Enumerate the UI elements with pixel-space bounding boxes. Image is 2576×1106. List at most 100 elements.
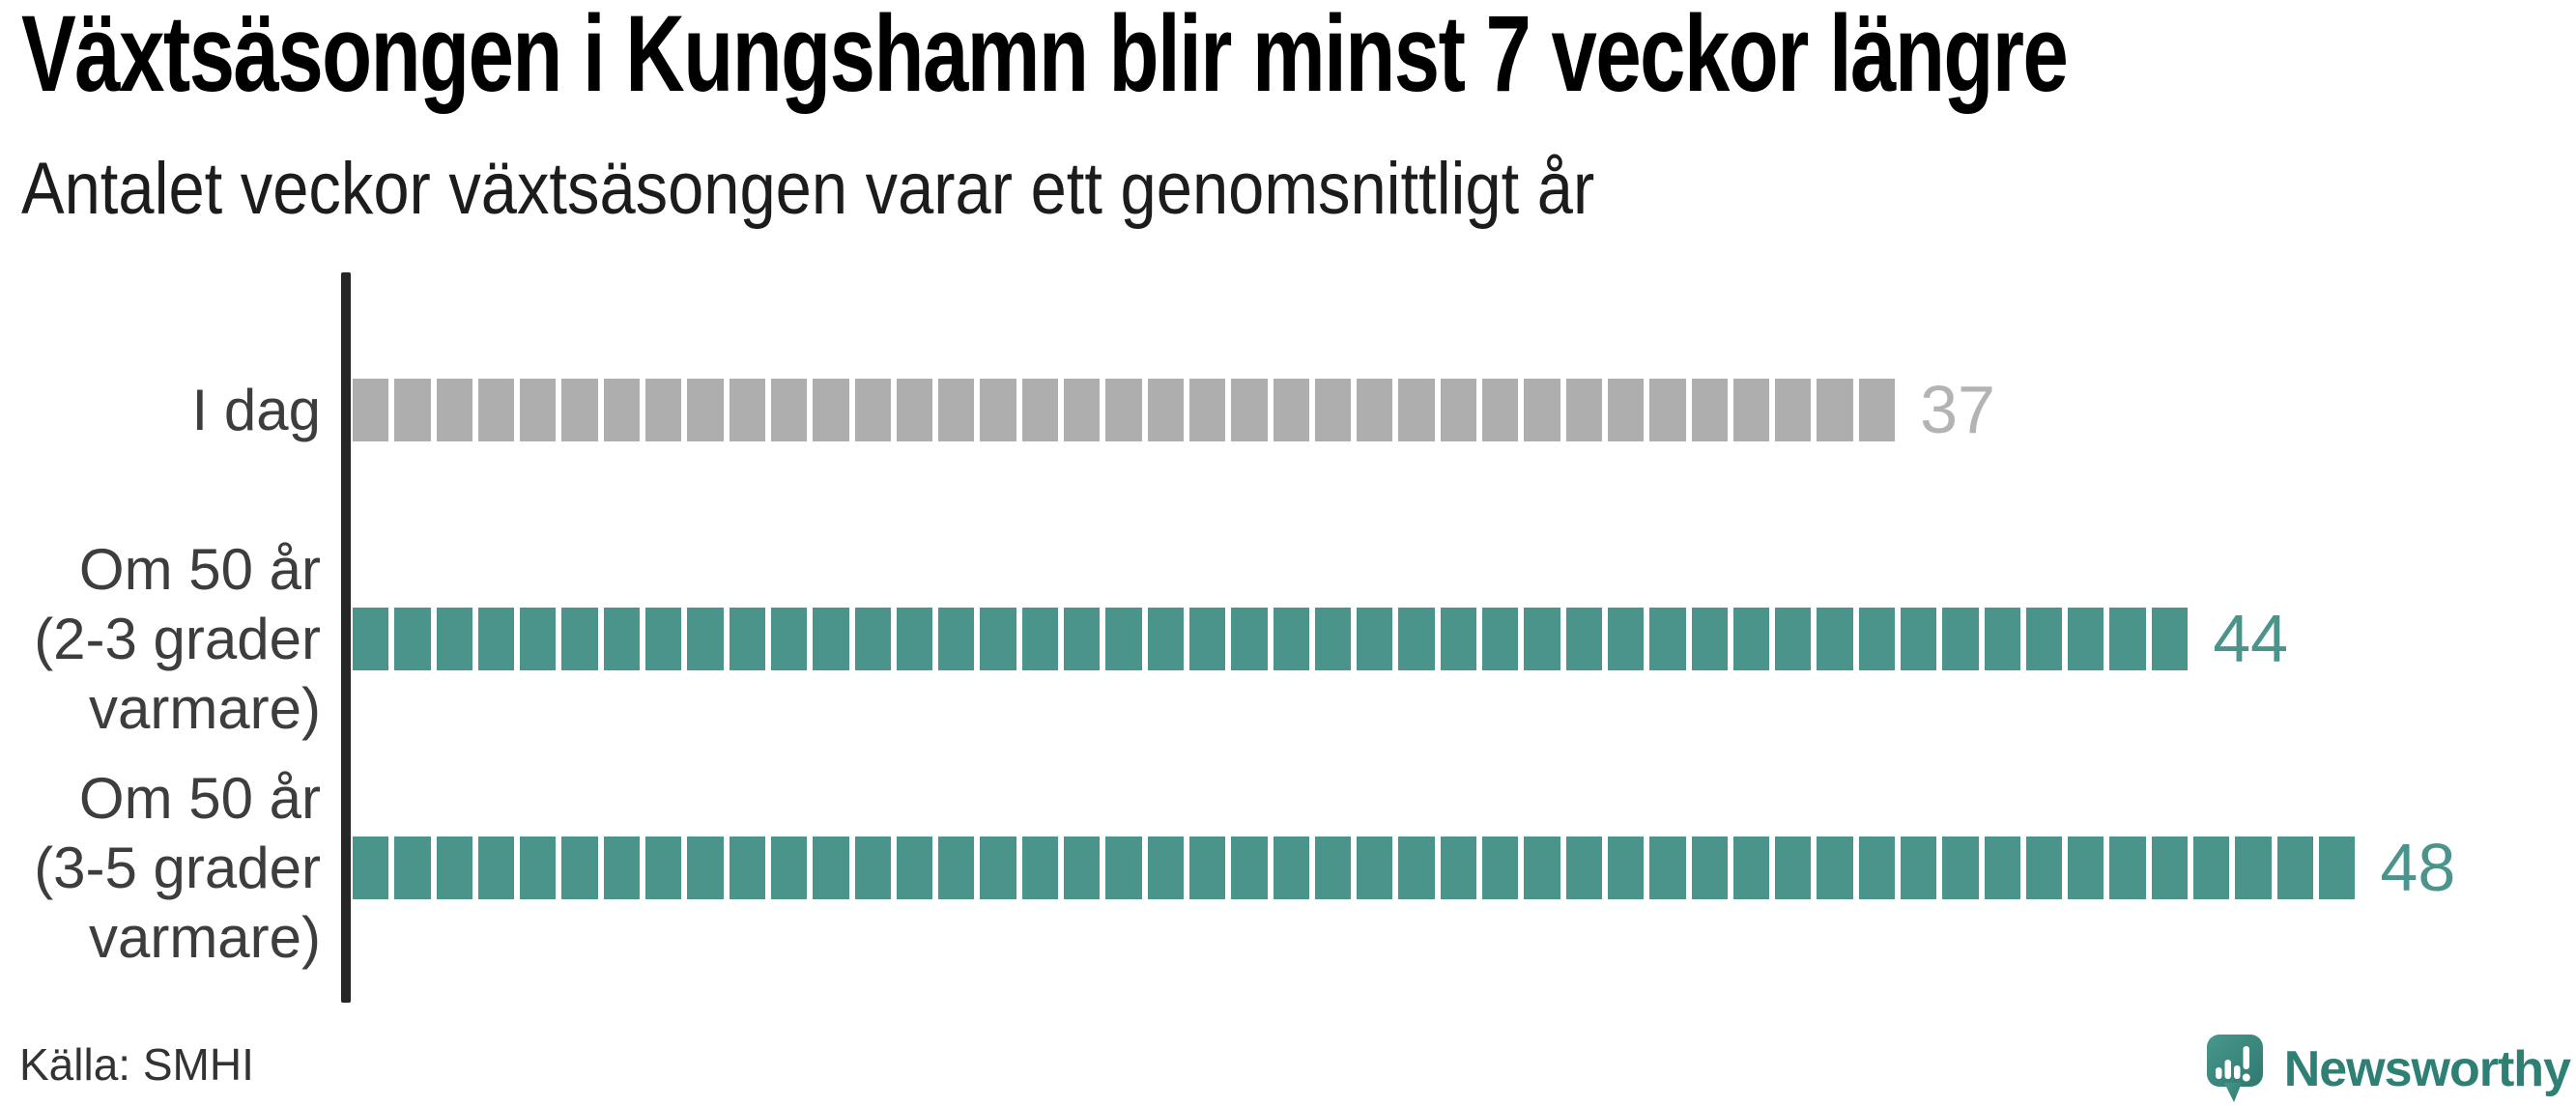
bar-segment [645, 837, 682, 899]
bar-segment [2235, 837, 2272, 899]
bar-segment [770, 379, 808, 441]
bar-segment [770, 608, 808, 670]
bar-segment [1021, 608, 1059, 670]
bar-segment [813, 379, 849, 441]
bar-segment [603, 379, 641, 441]
bar-segment [520, 608, 557, 670]
value-label: 44 [2213, 601, 2289, 676]
bar-segment [1105, 837, 1142, 899]
bar-segment [854, 837, 891, 899]
bar-segment [1105, 608, 1142, 670]
bar-segment [1440, 837, 1477, 899]
bar-segment [729, 608, 765, 670]
bar-segment [1314, 837, 1352, 899]
bar-segment [896, 837, 933, 899]
bar-segment [1064, 608, 1101, 670]
bar-segment [813, 837, 849, 899]
bar-segment [1398, 608, 1435, 670]
bar-segment [603, 608, 641, 670]
bar-segment [1482, 379, 1519, 441]
bar-segment [1732, 379, 1770, 441]
bar-segment [770, 837, 808, 899]
bar-segment [1188, 379, 1226, 441]
bar-segment [1231, 379, 1268, 441]
bar-segment [645, 608, 682, 670]
bar-segment [687, 608, 724, 670]
bar-segment [1147, 379, 1184, 441]
bar-segment [1607, 837, 1645, 899]
bar-segment [896, 608, 933, 670]
bar-segment [2151, 837, 2189, 899]
bar-segment [2068, 837, 2104, 899]
bar-segment [394, 608, 431, 670]
category-label: I dag [191, 377, 321, 442]
newsworthy-logo[interactable]: Newsworthy [2206, 1035, 2571, 1104]
bar-segment [1732, 837, 1770, 899]
bar-segment [2193, 837, 2230, 899]
chart-row: I dag 37 [0, 372, 2576, 447]
bar-segment [1900, 837, 1937, 899]
bar-segment [1607, 379, 1645, 441]
bar-segment [980, 379, 1016, 441]
bar-segment [1440, 608, 1477, 670]
bar-segment [687, 379, 724, 441]
bar-segment [1231, 608, 1268, 670]
bar-segment [729, 837, 765, 899]
bar-segment [2151, 608, 2189, 670]
bar-segment [938, 608, 975, 670]
bar-segment [1984, 837, 2020, 899]
newsworthy-logo-icon [2206, 1035, 2263, 1102]
bar-segment [1817, 608, 1853, 670]
bar-segment [1942, 608, 1979, 670]
bar-segment [1398, 379, 1435, 441]
bar-segment [1565, 608, 1602, 670]
bar-segment [1817, 837, 1853, 899]
bar-segment [353, 379, 389, 441]
bar-segment [1649, 837, 1686, 899]
bar-segment [477, 608, 515, 670]
bar-segment [1858, 608, 1895, 670]
chart-row: Om 50 år (3-5 grader varmare) 48 [0, 766, 2576, 970]
chart-title: Växtsäsongen i Kungshamn blir minst 7 ve… [21, 0, 2069, 114]
bar-segment [1691, 837, 1728, 899]
bar-segment [1398, 837, 1435, 899]
bar-segment [813, 608, 849, 670]
bar-segment [1021, 379, 1059, 441]
bar-segment [561, 837, 598, 899]
bar-segment [394, 379, 431, 441]
bar-segment [436, 837, 472, 899]
bar-segment [1147, 837, 1184, 899]
bar-segment [1188, 837, 1226, 899]
bar-segment [2109, 837, 2146, 899]
bar-segment [896, 379, 933, 441]
bar-segment [854, 608, 891, 670]
bar-segment [477, 379, 515, 441]
bar-segment [477, 837, 515, 899]
bar-segment [1607, 608, 1645, 670]
bar-segment [1565, 379, 1602, 441]
bar-segment [1565, 837, 1602, 899]
source-note: Källa: SMHI [19, 1039, 254, 1090]
bar-segment [1357, 379, 1393, 441]
y-axis-line [341, 272, 351, 1003]
bar-segment [1524, 379, 1560, 441]
bar-segment [1524, 837, 1560, 899]
bar-segment [1817, 379, 1853, 441]
bar-segment [645, 379, 682, 441]
bar-segment [394, 837, 431, 899]
bar-segment [1649, 608, 1686, 670]
bar-segment [1691, 379, 1728, 441]
bar-segment [1064, 379, 1101, 441]
bar-segment [2068, 608, 2104, 670]
bar-segment [603, 837, 641, 899]
bar-segment [2276, 837, 2313, 899]
bar-segment [854, 379, 891, 441]
bar-segment [729, 379, 765, 441]
bar-segment [1273, 379, 1309, 441]
bar-segment [2025, 837, 2063, 899]
bar-segment [1357, 837, 1393, 899]
value-label: 37 [1920, 372, 1995, 447]
bar-segment [1231, 837, 1268, 899]
bar [353, 608, 2189, 670]
